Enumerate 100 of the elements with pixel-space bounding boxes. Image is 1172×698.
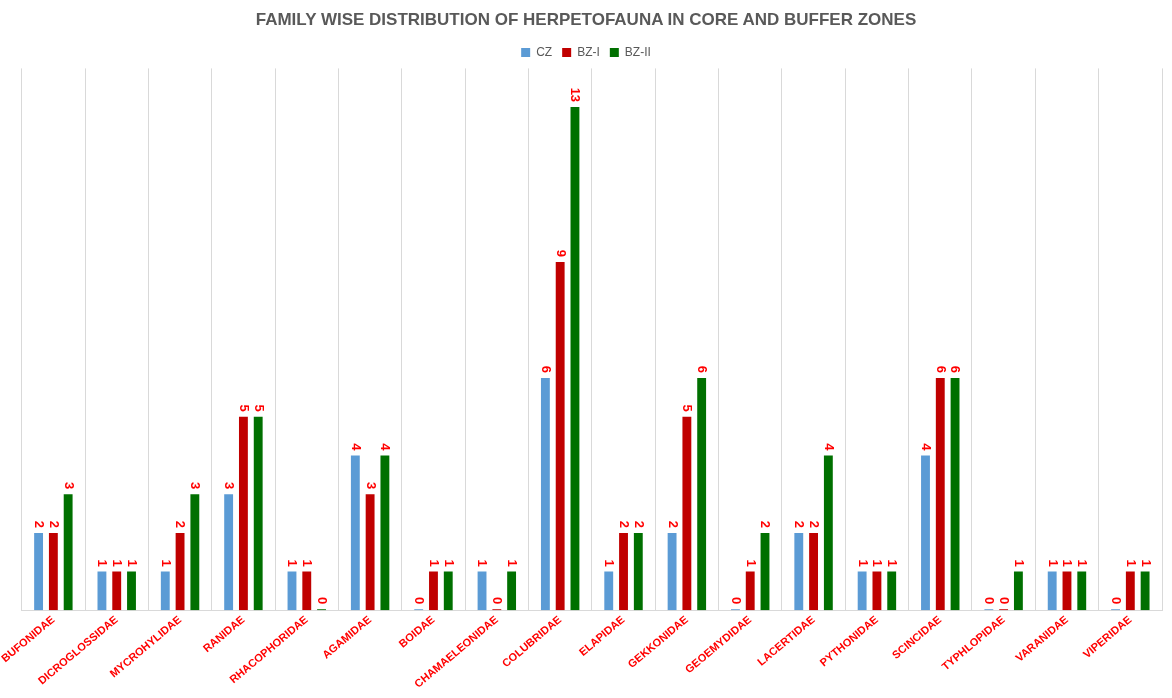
data-label: 13 [568,87,584,103]
bar [175,532,185,611]
bar [112,571,122,611]
data-label: 0 [1108,597,1124,605]
data-label: 3 [222,481,238,490]
bar [1013,571,1023,611]
data-label: 1 [1138,559,1154,567]
data-label: 1 [1011,559,1027,567]
data-label: 5 [236,404,252,412]
data-label: 6 [695,365,711,374]
data-label: 0 [982,597,998,605]
bar [63,494,73,611]
bar [1047,571,1057,611]
bar [190,494,200,611]
bar [872,571,882,611]
bar [760,532,770,611]
data-label: 0 [728,597,744,605]
data-label: 3 [188,481,204,490]
data-label: 1 [505,559,521,567]
data-label: 1 [602,559,618,567]
bar [950,378,960,611]
bar [350,455,360,611]
data-label: 0 [997,597,1013,605]
bar [697,378,707,611]
bar [809,532,819,611]
data-label: 3 [363,481,379,490]
data-label: 1 [110,559,126,567]
data-label: 2 [631,520,647,528]
data-label: 5 [251,404,267,412]
data-label: 4 [378,443,394,452]
data-label: 2 [758,520,774,528]
data-label: 4 [348,443,364,452]
bar [823,455,833,611]
bar [224,494,234,611]
data-label: 2 [32,520,48,528]
data-label: 1 [870,559,886,567]
data-label: 0 [314,597,330,605]
data-label: 0 [412,597,428,605]
bar [429,571,438,611]
bar [443,571,453,611]
data-label: 2 [173,520,189,528]
data-label: 2 [792,520,808,528]
bar [380,455,390,611]
data-label: 1 [285,559,301,567]
legend-label: BZ-II [624,44,651,59]
data-label: 1 [95,559,111,567]
bar [507,571,517,611]
bar [127,571,136,611]
data-label: 5 [680,404,696,412]
legend-label: CZ [536,44,553,59]
data-label: 2 [806,520,822,528]
bar [238,416,248,611]
data-label: 1 [475,559,491,567]
bar [745,571,755,611]
bar [682,416,692,611]
data-label: 1 [1123,559,1139,567]
data-label: 1 [158,559,174,567]
data-label: 1 [1045,559,1061,567]
bar [34,532,44,611]
bar [857,571,867,611]
bar [160,571,170,611]
bar [570,107,580,611]
bar [667,532,677,611]
bar [935,378,945,611]
data-label: 6 [538,365,554,374]
data-label: 4 [918,443,934,452]
data-label: 1 [855,559,871,567]
bar [555,261,565,611]
data-label: 1 [124,559,140,567]
bar [1140,571,1150,611]
data-label: 0 [490,597,506,605]
data-label: 1 [426,559,442,567]
data-label: 3 [61,481,77,490]
bar [1125,571,1135,611]
bar [604,571,614,611]
bar [887,571,897,611]
bar [48,532,58,611]
data-label: 1 [1060,559,1076,567]
data-label: 2 [46,520,62,528]
bar [921,455,930,611]
bar [540,378,550,611]
data-label: 2 [616,520,632,528]
data-label: 1 [743,559,759,567]
data-label: 1 [441,559,457,567]
data-label: 1 [300,559,316,567]
data-label: 1 [885,559,901,567]
data-label: 1 [1075,559,1091,567]
data-label: 6 [948,365,964,374]
bar [619,532,628,611]
legend-label: BZ-I [577,44,600,59]
bar [253,416,263,611]
data-label: 6 [933,365,949,374]
bar [302,571,312,611]
chart-title: FAMILY WISE DISTRIBUTION OF HERPETOFAUNA IN CORE AND BUFFER ZONES [255,9,917,29]
bar [1077,571,1087,611]
bar [794,532,804,611]
data-label: 2 [665,520,681,528]
data-label: 4 [821,443,837,452]
data-label: 9 [553,249,569,257]
bar [633,532,643,611]
